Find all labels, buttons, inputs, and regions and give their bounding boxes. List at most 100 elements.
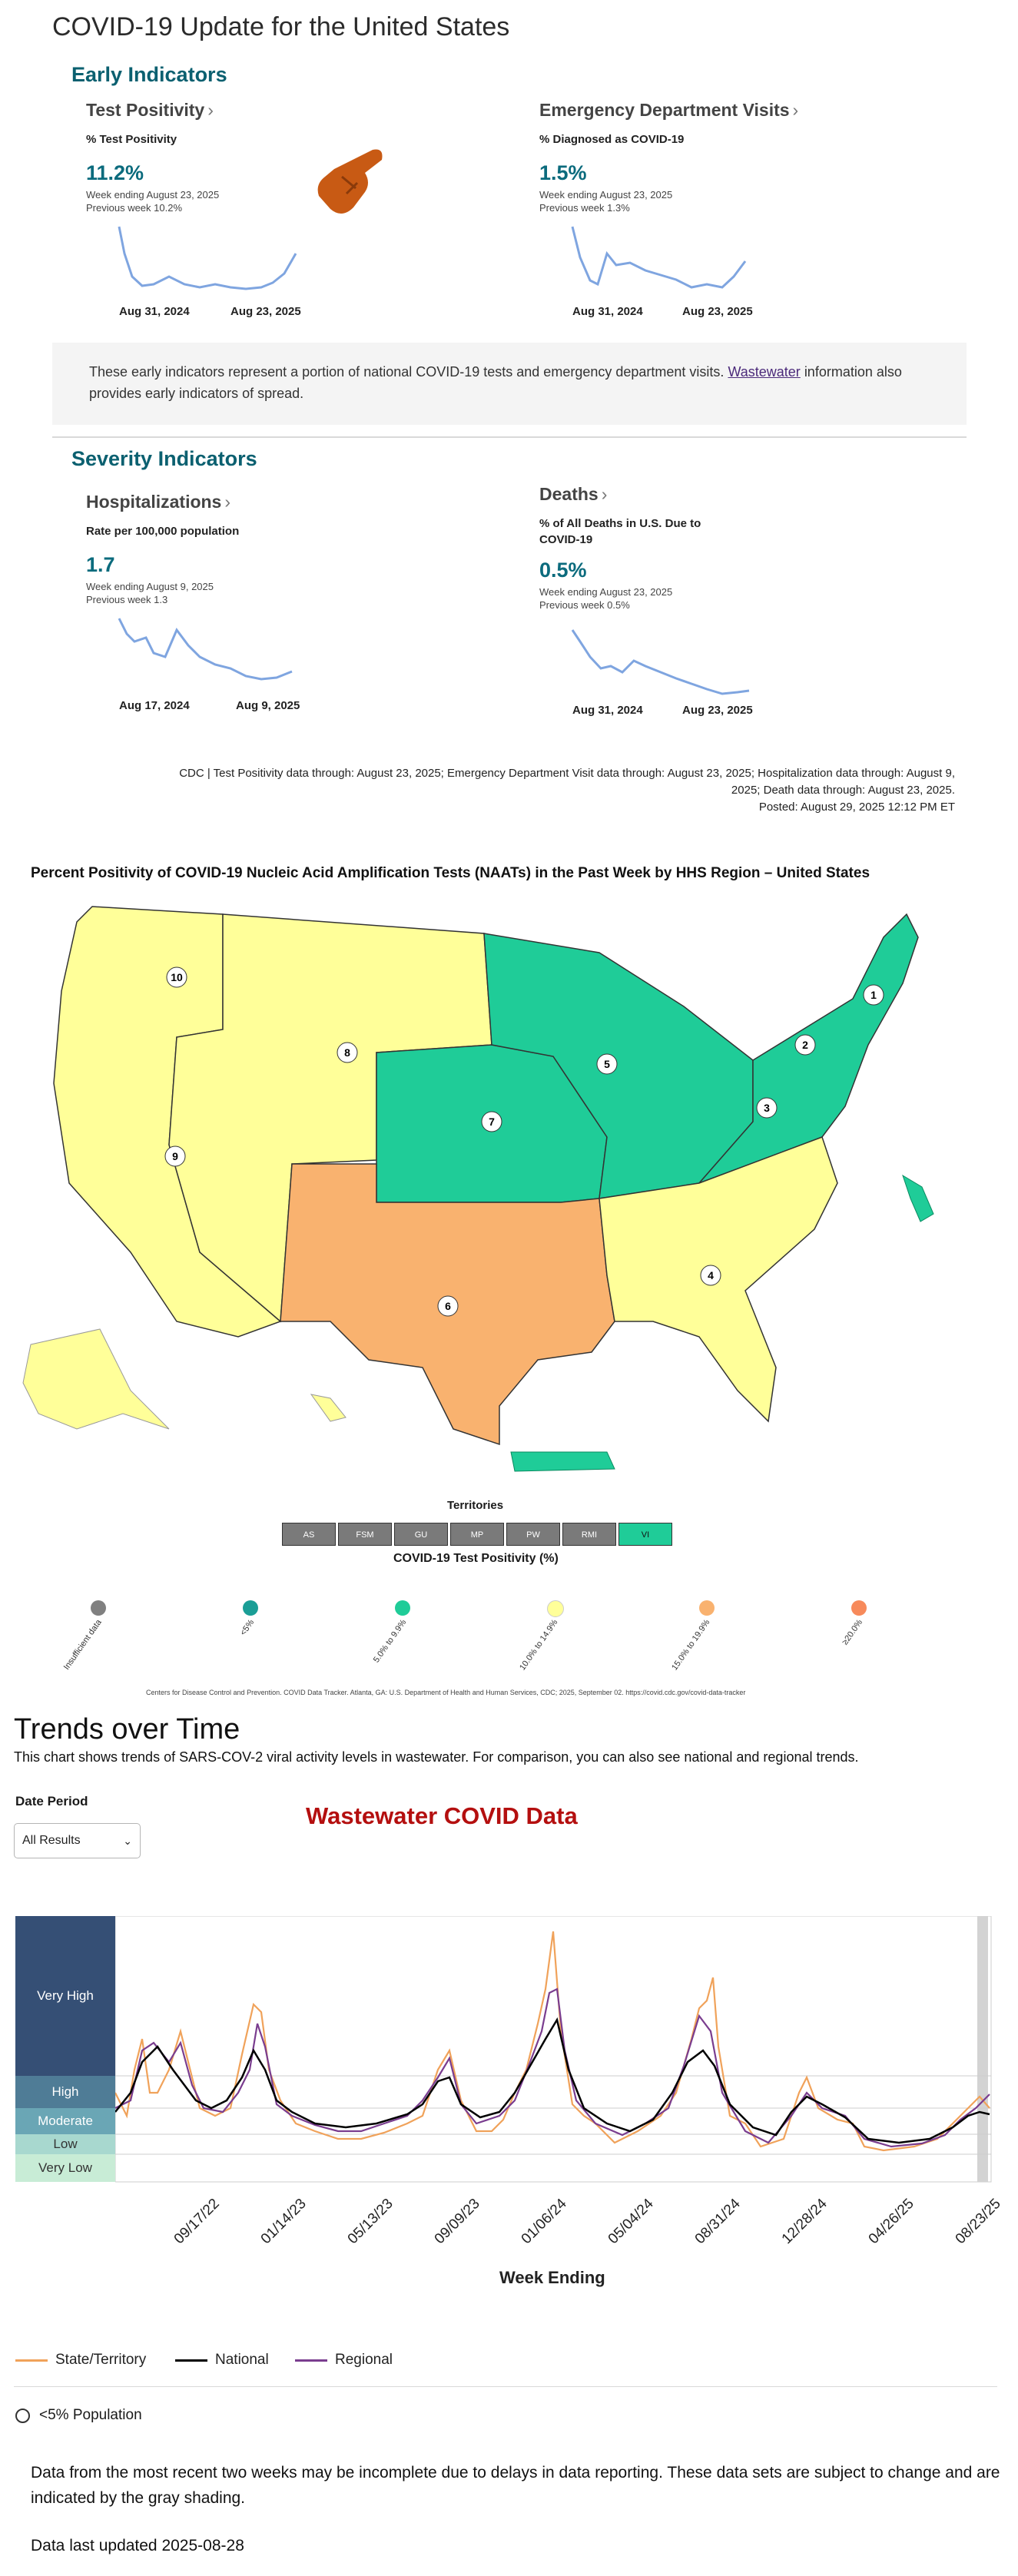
deaths-sparkline (571, 629, 750, 695)
trends-heading: Trends over Time (14, 1713, 240, 1746)
hospitalizations-card[interactable]: Hospitalizations › Rate per 100,000 popul… (86, 492, 317, 606)
hospitalizations-week: Week ending August 9, 2025 (86, 581, 214, 592)
chevron-down-icon: ⌄ (123, 1835, 132, 1847)
x-tick-10: 08/23/25 (952, 2196, 1004, 2248)
hawaii-shape[interactable] (310, 1394, 347, 1422)
population-radio[interactable]: <5% Population (15, 2407, 142, 2424)
x-tick-3: 05/13/23 (344, 2196, 396, 2248)
hospitalizations-value: 1.7 (86, 553, 115, 576)
svg-text:4: 4 (708, 1269, 714, 1281)
territory-gu[interactable]: GU (394, 1523, 448, 1546)
x-tick-5: 01/06/24 (518, 2196, 570, 2248)
svg-text:10: 10 (171, 971, 183, 983)
legend-divider (14, 2386, 997, 2387)
radio-circle-icon[interactable] (15, 2408, 30, 2423)
region-marker-6: 6 (437, 1295, 459, 1317)
legend-dot-lt5 (243, 1600, 258, 1616)
hospitalizations-title[interactable]: Hospitalizations (86, 492, 222, 512)
territory-vi[interactable]: VI (618, 1523, 672, 1546)
x-tick-1: 09/17/22 (171, 2196, 223, 2248)
region-marker-4: 4 (700, 1265, 721, 1286)
ed-visits-card[interactable]: Emergency Department Visits › % Diagnosed… (539, 100, 798, 214)
region-marker-1: 1 (863, 984, 884, 1006)
test-positivity-x-start: Aug 31, 2024 (119, 305, 190, 318)
territory-mp[interactable]: MP (450, 1523, 504, 1546)
legend-national[interactable]: National (175, 2352, 269, 2369)
date-period-label: Date Period (15, 1794, 88, 1809)
pointing-hand-icon (317, 149, 383, 214)
virgin-islands-shape[interactable] (902, 1174, 934, 1222)
test-positivity-sparkline (118, 226, 297, 290)
legend-dot-15-20 (699, 1600, 715, 1616)
level-high: High (15, 2076, 115, 2108)
hospitalizations-subtitle: Rate per 100,000 population (86, 525, 240, 538)
hospitalizations-x-start: Aug 17, 2024 (119, 699, 190, 712)
series-national (115, 2017, 990, 2144)
x-tick-9: 04/26/25 (865, 2196, 917, 2248)
legend-regional[interactable]: Regional (295, 2352, 393, 2369)
ed-visits-x-start: Aug 31, 2024 (572, 305, 643, 318)
wastewater-chart (115, 1916, 992, 2183)
test-positivity-subtitle: % Test Positivity (86, 133, 177, 146)
region-marker-7: 7 (481, 1111, 502, 1132)
alaska-shape[interactable] (22, 1328, 170, 1430)
data-footnote: CDC | Test Positivity data through: Augu… (179, 767, 955, 814)
region-marker-5: 5 (596, 1053, 618, 1075)
data-last-updated: Data last updated 2025-08-28 (31, 2537, 244, 2554)
deaths-x-start: Aug 31, 2024 (572, 704, 643, 717)
svg-text:9: 9 (172, 1150, 178, 1162)
deaths-card[interactable]: Deaths › % of All Deaths in U.S. Due to C… (539, 484, 724, 612)
x-tick-2: 01/14/23 (257, 2196, 310, 2248)
page-title: COVID-19 Update for the United States (52, 12, 510, 41)
section-divider (52, 436, 967, 438)
wastewater-link[interactable]: Wastewater (728, 364, 801, 380)
x-tick-8: 12/28/24 (778, 2196, 831, 2248)
territory-pw[interactable]: PW (506, 1523, 560, 1546)
x-tick-6: 05/04/24 (605, 2196, 657, 2248)
early-indicators-heading: Early Indicators (71, 63, 227, 86)
chevron-right-icon[interactable]: › (601, 484, 608, 504)
national-line-swatch (175, 2359, 207, 2362)
test-positivity-title[interactable]: Test Positivity (86, 100, 205, 120)
territory-rmi[interactable]: RMI (562, 1523, 616, 1546)
territory-fsm[interactable]: FSM (338, 1523, 392, 1546)
svg-text:3: 3 (764, 1102, 770, 1114)
chevron-right-icon[interactable]: › (207, 100, 214, 120)
svg-text:6: 6 (445, 1300, 451, 1312)
hospitalizations-x-end: Aug 9, 2025 (236, 699, 300, 712)
legend-label-lt5: <5% (238, 1618, 256, 1638)
legend-dot-5-10 (395, 1600, 410, 1616)
deaths-value: 0.5% (539, 559, 587, 582)
incomplete-data-note: Data from the most recent two weeks may … (31, 2464, 1000, 2507)
date-period-select[interactable]: All Results ⌄ (14, 1823, 141, 1858)
legend-dot-insufficient (91, 1600, 106, 1616)
level-very-low: Very Low (15, 2154, 115, 2182)
deaths-subtitle: % of All Deaths in U.S. Due to COVID-19 (539, 517, 701, 546)
map-title: Percent Positivity of COVID-19 Nucleic A… (31, 865, 870, 881)
legend-state[interactable]: State/Territory (15, 2352, 146, 2369)
deaths-previous: Previous week 0.5% (539, 599, 630, 611)
x-axis-title: Week Ending (499, 2268, 605, 2287)
test-positivity-card[interactable]: Test Positivity › % Test Positivity 11.2%… (86, 100, 317, 214)
chevron-right-icon[interactable]: › (224, 492, 231, 512)
deaths-title[interactable]: Deaths (539, 484, 599, 504)
svg-text:2: 2 (802, 1039, 808, 1051)
territory-as[interactable]: AS (282, 1523, 336, 1546)
hospitalizations-sparkline (118, 618, 293, 681)
ed-visits-title[interactable]: Emergency Department Visits (539, 100, 790, 120)
hhs-region-map: 10 8 9 7 5 2 1 3 4 6 (22, 906, 934, 1472)
svg-text:8: 8 (344, 1046, 350, 1059)
ed-visits-previous: Previous week 1.3% (539, 202, 630, 214)
legend-label-15-20: 15.0% to 19.9% (670, 1618, 712, 1673)
regional-line-swatch (295, 2359, 327, 2362)
legend-dot-gte20 (851, 1600, 867, 1616)
state-line-swatch (15, 2359, 48, 2362)
legend-label-10-15: 10.0% to 14.9% (518, 1618, 560, 1673)
info-text: These early indicators represent a porti… (89, 364, 902, 401)
region-marker-3: 3 (756, 1097, 778, 1119)
svg-text:7: 7 (489, 1116, 495, 1128)
test-positivity-value: 11.2% (86, 161, 144, 184)
ed-visits-subtitle: % Diagnosed as COVID-19 (539, 133, 685, 146)
chevron-right-icon[interactable]: › (792, 100, 799, 120)
puerto-rico-shape[interactable] (510, 1451, 615, 1472)
